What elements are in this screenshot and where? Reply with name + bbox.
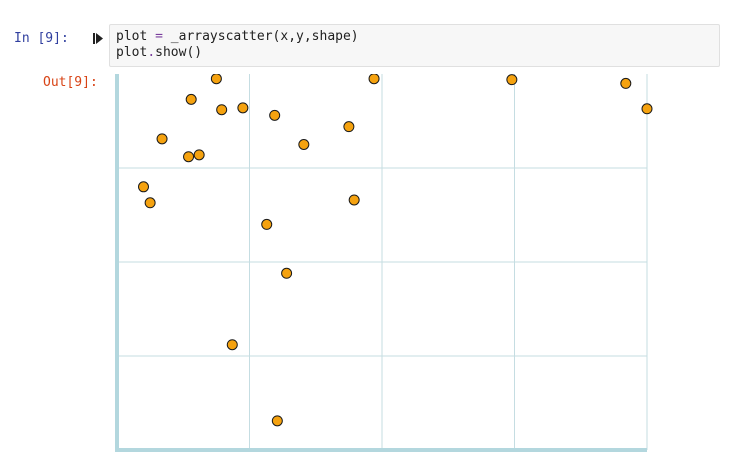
scatter-point (216, 104, 228, 116)
scatter-point (226, 339, 238, 351)
scatter-point (183, 151, 195, 163)
code-token: show() (155, 45, 203, 60)
scatter-point (261, 218, 273, 230)
scatter-point (156, 133, 168, 145)
scatter-point (641, 103, 653, 115)
scatter-point (620, 77, 632, 89)
scatter-point (269, 109, 281, 121)
code-token: plot (116, 45, 148, 60)
scatter-point (343, 121, 355, 133)
scatter-plot (115, 74, 653, 452)
scatter-point (348, 194, 360, 206)
scatter-point (506, 74, 518, 86)
input-prompt: In [9]: (14, 31, 69, 46)
scatter-point (281, 267, 293, 279)
code-token: . (147, 45, 156, 60)
scatter-point (298, 139, 310, 150)
output-prompt: Out[9]: (43, 75, 98, 90)
scatter-point (193, 149, 205, 161)
scatter-point (237, 102, 249, 114)
code-line: plot.show() (116, 45, 713, 61)
code-line: plot = _arrayscatter(x,y,shape) (116, 29, 713, 45)
code-token: plot (116, 29, 148, 44)
code-token: = (155, 29, 163, 44)
scatter-point (185, 93, 197, 105)
code-token: _arrayscatter(x,y,shape) (162, 29, 359, 44)
run-cell-icon[interactable] (92, 31, 104, 46)
scatter-point (271, 415, 283, 427)
scatter-plot-output (113, 74, 653, 456)
scatter-point (144, 197, 156, 209)
scatter-point (368, 74, 380, 85)
scatter-point (138, 181, 149, 193)
scatter-point (210, 74, 222, 85)
code-cell-input[interactable]: plot = _arrayscatter(x,y,shape) plot.sho… (109, 24, 720, 67)
code-token (147, 29, 155, 44)
